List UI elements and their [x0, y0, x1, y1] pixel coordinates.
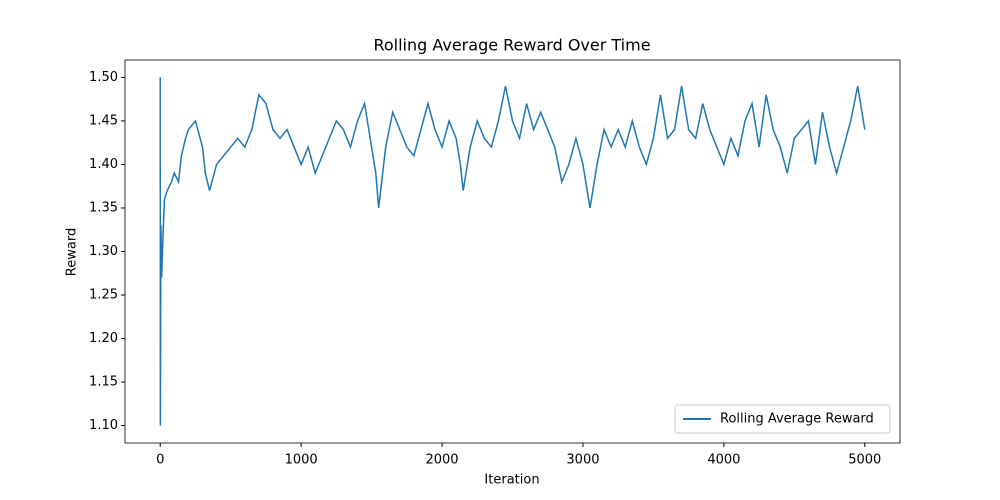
x-tick-label: 1000 — [285, 453, 318, 468]
y-tick-label: 1.20 — [89, 331, 118, 346]
x-tick-label: 2000 — [425, 453, 458, 468]
y-tick-label: 1.50 — [89, 70, 118, 85]
y-tick-label: 1.45 — [89, 113, 118, 128]
y-tick-label: 1.15 — [89, 375, 118, 390]
x-tick-label: 3000 — [566, 453, 599, 468]
y-tick-label: 1.10 — [89, 418, 118, 433]
chart-title: Rolling Average Reward Over Time — [373, 36, 650, 55]
x-tick-label: 0 — [156, 453, 164, 468]
x-tick-label: 4000 — [707, 453, 740, 468]
y-tick-label: 1.25 — [89, 288, 118, 303]
y-tick-label: 1.35 — [89, 200, 118, 215]
plot-frame — [124, 59, 901, 444]
y-tick-label: 1.40 — [89, 157, 118, 172]
x-tick-label: 5000 — [848, 453, 881, 468]
line-series — [159, 77, 866, 426]
legend-box — [674, 404, 891, 434]
legend-label: Rolling Average Reward — [720, 412, 874, 427]
y-tick-label: 1.30 — [89, 244, 118, 259]
x-axis-label: Iteration — [484, 473, 539, 488]
y-axis-label: Reward — [65, 228, 80, 276]
